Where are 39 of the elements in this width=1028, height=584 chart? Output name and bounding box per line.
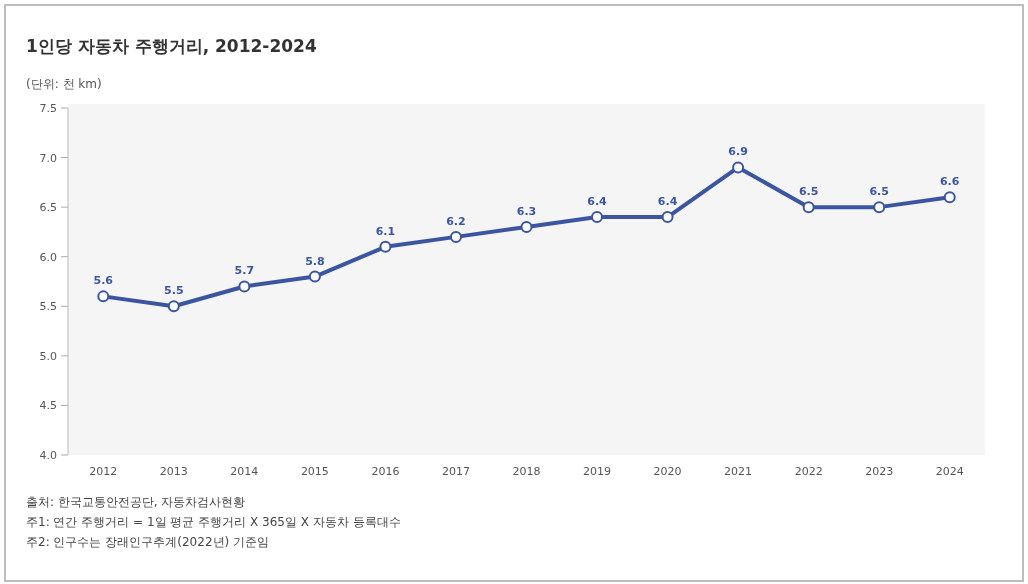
xtick: 2016 bbox=[371, 465, 400, 478]
xtick: 2015 bbox=[300, 465, 329, 478]
ytick: 5.0 bbox=[39, 349, 57, 363]
annotation: 주1: 연간 주행거리 = 1일 평균 주행거리 X 365일 X 자동차 등록대수 bbox=[26, 515, 401, 529]
xtick: 2019 bbox=[583, 465, 612, 478]
xtick: 2022 bbox=[794, 465, 823, 478]
ytick: 7.0 bbox=[39, 151, 57, 165]
data-label: 6.6 bbox=[940, 175, 960, 189]
ytick: 6.0 bbox=[39, 250, 57, 264]
ytick: 4.5 bbox=[39, 399, 57, 413]
data-label: 5.7 bbox=[234, 264, 255, 278]
xtick: 2018 bbox=[512, 465, 541, 478]
data-label: 6.2 bbox=[446, 214, 466, 228]
title: 1인당 자동차 주행거리, 2012-2024 bbox=[26, 36, 317, 56]
xtick: 2024 bbox=[935, 465, 964, 478]
ytick: 5.5 bbox=[39, 300, 57, 314]
data-label: 6.5 bbox=[798, 185, 819, 199]
ylabel: (단위: 천 km) bbox=[26, 77, 102, 91]
data-label: 6.3 bbox=[516, 204, 537, 218]
xtick: 2023 bbox=[865, 465, 894, 478]
xtick: 2012 bbox=[89, 465, 118, 478]
data-label: 6.1 bbox=[375, 224, 396, 238]
ytick: 4.0 bbox=[39, 449, 57, 462]
data-label: 6.9 bbox=[728, 145, 748, 159]
xtick: 2020 bbox=[653, 465, 682, 478]
data-label: 6.4 bbox=[657, 195, 678, 209]
data-label: 5.8 bbox=[305, 254, 325, 268]
xtick: 2014 bbox=[230, 465, 259, 478]
data-label: 6.5 bbox=[869, 185, 889, 199]
ytick: 6.5 bbox=[39, 201, 57, 215]
annotation: 출처: 한국교통안전공단, 자동차검사현황 bbox=[26, 495, 246, 509]
xtick: 2017 bbox=[441, 465, 470, 478]
ytick: 7.5 bbox=[39, 102, 57, 115]
data-label: 5.6 bbox=[93, 274, 113, 288]
xtick: 2021 bbox=[724, 465, 753, 478]
data-label: 5.5 bbox=[164, 284, 184, 298]
annotation: 주2: 인구수는 장래인구추계(2022년) 기준임 bbox=[26, 535, 270, 549]
xtick: 2013 bbox=[159, 465, 188, 478]
data-label: 6.4 bbox=[587, 195, 607, 209]
